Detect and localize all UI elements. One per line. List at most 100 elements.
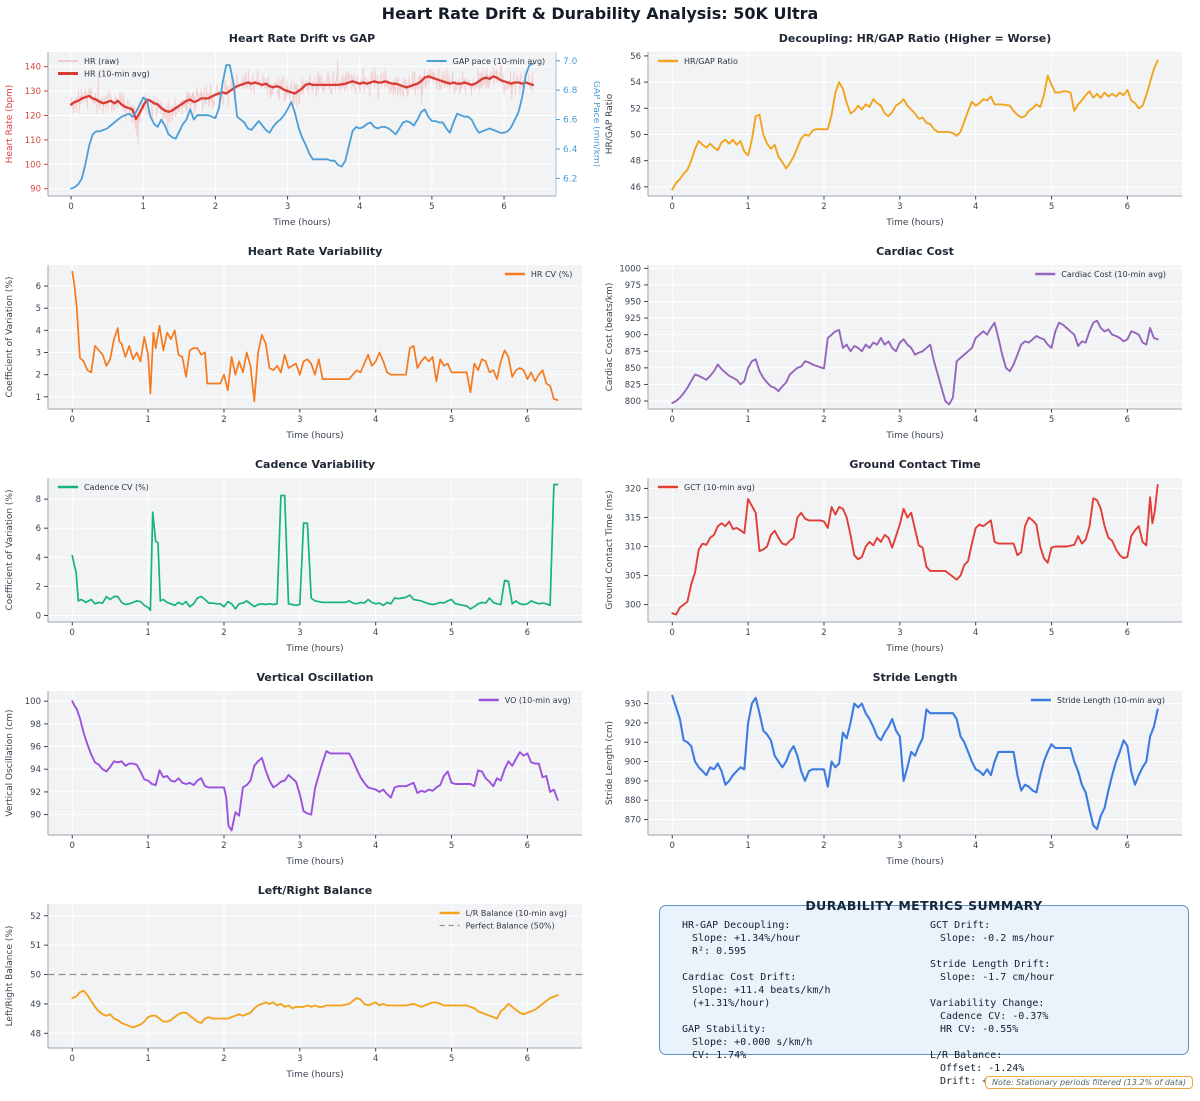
svg-text:3: 3: [897, 202, 902, 212]
svg-text:6: 6: [1125, 415, 1130, 425]
svg-text:4: 4: [373, 841, 378, 851]
svg-text:6: 6: [1125, 841, 1130, 851]
summary-group: Stride Length Drift: Slope: -1.7 cm/hour: [930, 958, 1178, 984]
svg-text:1: 1: [745, 628, 750, 638]
vertical-oscillation-svg: 0 1 2 3 4 5 6 90 92 94 96 98 100 Vertical Oscillation…: [5, 671, 582, 867]
svg-text:Time (hours): Time (hours): [885, 218, 943, 228]
summary-group: HR-GAP Decoupling: Slope: +1.34%/hour R²: …: [682, 919, 930, 958]
svg-text:Left/Right Balance (%): Left/Right Balance (%): [5, 926, 15, 1027]
svg-text:Heart Rate Variability: Heart Rate Variability: [248, 245, 383, 258]
svg-text:4: 4: [357, 202, 362, 212]
svg-text:Cadence Variability: Cadence Variability: [255, 458, 375, 471]
svg-text:Ground Contact Time (ms): Ground Contact Time (ms): [605, 490, 615, 609]
svg-text:2: 2: [213, 202, 218, 212]
chart-vertical-oscillation: 0 1 2 3 4 5 6 90 92 94 96 98 100 Vertical Oscillation…: [0, 667, 600, 880]
svg-text:890: 890: [625, 777, 641, 787]
svg-text:5: 5: [36, 304, 41, 314]
svg-text:3: 3: [897, 415, 902, 425]
svg-text:930: 930: [625, 700, 641, 710]
durability-summary-panel: DURABILITY METRICS SUMMARY HR-GAP Decoup…: [659, 898, 1189, 1087]
legend-label: Cadence CV (%): [84, 483, 149, 492]
summary-group-heading: GAP Stability:: [682, 1024, 767, 1035]
svg-text:Time (hours): Time (hours): [285, 857, 343, 867]
svg-text:1: 1: [145, 415, 150, 425]
svg-text:94: 94: [30, 765, 41, 775]
svg-text:51: 51: [30, 941, 41, 951]
svg-text:6.4: 6.4: [563, 145, 578, 155]
svg-text:2: 2: [221, 415, 226, 425]
svg-text:140: 140: [25, 63, 41, 73]
svg-text:1: 1: [145, 628, 150, 638]
svg-text:Coefficient of Variation (%): Coefficient of Variation (%): [5, 276, 15, 397]
hr-variability-svg: 0 1 2 3 4 5 6 1 2 3 4 5 6 Heart Rate Variability Time …: [5, 245, 582, 441]
svg-text:870: 870: [625, 816, 641, 826]
svg-text:5: 5: [449, 415, 454, 425]
svg-text:5: 5: [1049, 841, 1054, 851]
svg-text:0: 0: [70, 1054, 75, 1064]
series-l-r-balance-10-min-avg-: [71, 989, 559, 1029]
summary-line: Slope: +1.34%/hour: [692, 933, 801, 944]
svg-text:1000: 1000: [619, 264, 641, 274]
ground-contact-time-svg: 0 1 2 3 4 5 6 300 305 310 315 320 Ground Contact Tim…: [605, 458, 1182, 654]
summary-columns: HR-GAP Decoupling: Slope: +1.34%/hour R²: …: [660, 906, 1188, 1101]
legend-label: GCT (10-min avg): [684, 483, 755, 492]
summary-line: Offset: -1.24%: [940, 1063, 1025, 1074]
summary-line: (+1.31%/hour): [692, 998, 771, 1009]
svg-text:6: 6: [1125, 628, 1130, 638]
svg-text:3: 3: [297, 415, 302, 425]
chart-hr-drift-vs-gap: 0 1 2 3 4 5 6 90 100 110 120 130 140 6.2 6.4 6.6 6.8 7.0 H…: [0, 28, 601, 241]
svg-text:46: 46: [630, 183, 641, 193]
svg-text:90: 90: [30, 811, 41, 821]
series-stride-length-10-min-avg-: [671, 694, 1159, 831]
series-vo-10-min-avg-: [71, 700, 559, 832]
svg-text:6: 6: [36, 524, 41, 534]
summary-line: HR CV: -0.55%: [940, 1024, 1019, 1035]
svg-text:Time (hours): Time (hours): [885, 644, 943, 654]
svg-text:6: 6: [501, 202, 506, 212]
svg-text:49: 49: [30, 1000, 41, 1010]
svg-text:305: 305: [625, 572, 641, 582]
summary-group-heading: Variability Change:: [930, 998, 1045, 1009]
stationary-filter-note: Note: Stationary periods filtered (13.2%…: [984, 1076, 1193, 1089]
svg-text:3: 3: [297, 1054, 302, 1064]
svg-text:4: 4: [973, 415, 978, 425]
svg-text:2: 2: [221, 841, 226, 851]
svg-text:Coefficient of Variation (%): Coefficient of Variation (%): [5, 489, 15, 610]
svg-text:880: 880: [625, 796, 641, 806]
svg-text:975: 975: [625, 281, 641, 291]
svg-text:900: 900: [625, 758, 641, 768]
svg-text:0: 0: [36, 611, 41, 621]
legend-label: HR (raw): [84, 57, 119, 66]
svg-text:4: 4: [36, 553, 41, 563]
svg-text:910: 910: [625, 738, 641, 748]
summary-column: HR-GAP Decoupling: Slope: +1.34%/hour R²: …: [682, 919, 930, 1101]
svg-text:4: 4: [373, 1054, 378, 1064]
summary-group-heading: GCT Drift:: [930, 920, 991, 931]
svg-text:3: 3: [36, 349, 41, 359]
summary-group: Cardiac Cost Drift: Slope: +11.4 beats/km…: [682, 971, 930, 1010]
svg-text:0: 0: [670, 202, 675, 212]
svg-text:Time (hours): Time (hours): [885, 431, 943, 441]
series-hr-10-min-avg-: [69, 75, 535, 121]
svg-text:6: 6: [525, 1054, 530, 1064]
cardiac-cost-svg: 0 1 2 3 4 5 6 800 825 850 875 900 925 950 975 1000 Cardi…: [605, 245, 1182, 441]
chart-ground-contact-time: 0 1 2 3 4 5 6 300 305 310 315 320 Ground Contact Tim…: [600, 454, 1200, 667]
svg-text:Stride Length: Stride Length: [873, 671, 958, 684]
legend-label: Perfect Balance (50%): [466, 922, 555, 931]
summary-group-heading: Stride Length Drift:: [930, 959, 1051, 970]
svg-text:6.6: 6.6: [563, 116, 578, 126]
series-gap-pace-10-min-avg-: [70, 62, 534, 190]
chart-stride-length: 0 1 2 3 4 5 6 870 880 890 900 910 920 930 Stride Lengt…: [600, 667, 1200, 880]
svg-text:Left/Right Balance: Left/Right Balance: [258, 884, 372, 897]
series-hr-gap-ratio: [671, 59, 1159, 191]
series-cadence-cv-: [71, 483, 559, 612]
summary-line: Slope: +11.4 beats/km/h: [692, 985, 831, 996]
svg-text:Vertical Oscillation: Vertical Oscillation: [257, 671, 374, 684]
svg-text:56: 56: [630, 52, 641, 62]
svg-text:1: 1: [36, 393, 41, 403]
svg-text:100: 100: [25, 160, 41, 170]
svg-text:2: 2: [821, 415, 826, 425]
summary-group: GAP Stability: Slope: +0.000 s/km/h CV: 1.…: [682, 1023, 930, 1062]
svg-text:48: 48: [630, 157, 641, 167]
svg-text:GAP Pace (min/km): GAP Pace (min/km): [591, 81, 600, 167]
